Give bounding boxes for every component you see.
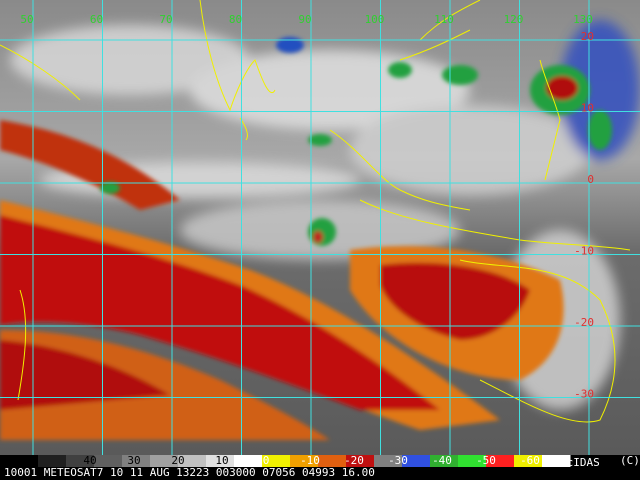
- colorbar-swatch: [514, 455, 543, 467]
- longitude-label: 120: [504, 13, 524, 26]
- longitude-label: 110: [434, 13, 454, 26]
- colorbar-label: -50: [476, 454, 496, 467]
- longitude-label: 80: [229, 13, 242, 26]
- colorbar-swatch: [346, 455, 375, 467]
- longitude-label: 100: [365, 13, 385, 26]
- colorbar-swatch: [122, 455, 151, 467]
- copyright: (C): [620, 454, 640, 467]
- colorbar-label: -10: [300, 454, 320, 467]
- colorbar-swatch: [206, 455, 235, 467]
- colorbar-swatch: [430, 455, 459, 467]
- colorbar-swatch: [10, 455, 39, 467]
- colorbar-swatch: [262, 455, 291, 467]
- colorbar-swatch: [66, 455, 95, 467]
- colorbar-swatch: [38, 455, 67, 467]
- colorbar-label: 20: [171, 454, 184, 467]
- longitude-label: 90: [298, 13, 311, 26]
- latitude-label: 20: [581, 30, 594, 43]
- colorbar-label: -30: [388, 454, 408, 467]
- brand: McIDAS: [560, 456, 600, 469]
- colorbar-swatch: [374, 455, 403, 467]
- latitude-label: -10: [574, 245, 594, 258]
- colorbar-label: 30: [127, 454, 140, 467]
- colorbar-swatch: [290, 455, 319, 467]
- colorbar-swatch: [486, 455, 515, 467]
- colorbar-label: 10: [215, 454, 228, 467]
- latitude-label: 10: [581, 102, 594, 115]
- colorbar-swatch: [150, 455, 179, 467]
- longitude-label: 130: [573, 13, 593, 26]
- colorbar-swatch: [178, 455, 207, 467]
- colorbar-label: 40: [83, 454, 96, 467]
- latitude-label: 0: [587, 173, 594, 186]
- colorbar-label: -60: [520, 454, 540, 467]
- longitude-label: 50: [20, 13, 33, 26]
- colorbar-label: -20: [344, 454, 364, 467]
- colorbar-swatch: [458, 455, 487, 467]
- colorbar: 40 30 20 10 0 -10 -20 -30 -40 -50 -60: [0, 454, 640, 480]
- colorbar-swatch: [94, 455, 123, 467]
- latitude-label: -30: [574, 388, 594, 401]
- colorbar-swatch: [318, 455, 347, 467]
- colorbar-swatch: [542, 455, 571, 467]
- colorbar-swatch: [402, 455, 431, 467]
- imagery: [0, 0, 640, 455]
- caption: 10001 METEOSAT7 10 11 AUG 13223 003000 0…: [4, 466, 375, 479]
- latitude-label: -20: [574, 316, 594, 329]
- colorbar-label: -40: [432, 454, 452, 467]
- longitude-label: 70: [159, 13, 172, 26]
- longitude-label: 60: [90, 13, 103, 26]
- colorbar-label: 0: [263, 454, 270, 467]
- colorbar-swatch: [234, 455, 263, 467]
